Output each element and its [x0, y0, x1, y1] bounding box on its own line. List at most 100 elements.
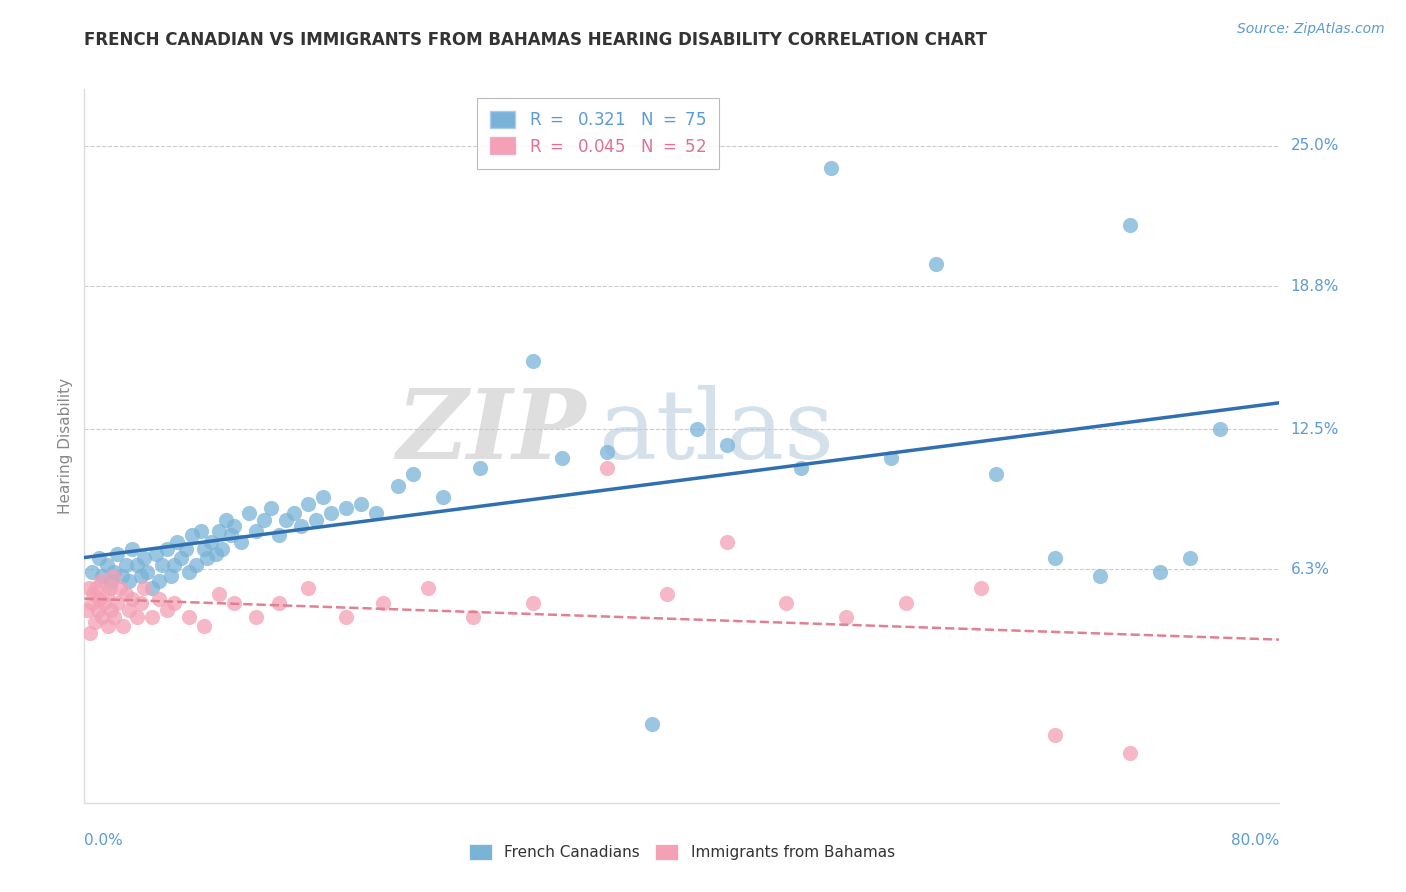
Point — [274, 513, 297, 527]
Point — [98, 581, 121, 595]
Point — [121, 542, 143, 557]
Point — [1045, 551, 1067, 566]
Point — [416, 581, 439, 595]
Point — [100, 603, 122, 617]
Point — [91, 610, 114, 624]
Point — [775, 597, 797, 611]
Point — [163, 558, 186, 572]
Point — [350, 497, 373, 511]
Point — [91, 569, 114, 583]
Point — [136, 565, 159, 579]
Point — [96, 587, 118, 601]
Point — [195, 551, 218, 566]
Point — [551, 451, 574, 466]
Point — [148, 574, 170, 588]
Text: Source: ZipAtlas.com: Source: ZipAtlas.com — [1237, 22, 1385, 37]
Point — [186, 558, 208, 572]
Point — [177, 565, 200, 579]
Text: 0.0%: 0.0% — [84, 833, 124, 848]
Point — [160, 569, 183, 583]
Point — [150, 558, 173, 572]
Point — [103, 610, 125, 624]
Point — [215, 513, 238, 527]
Point — [373, 597, 395, 611]
Point — [1090, 569, 1112, 583]
Point — [193, 619, 215, 633]
Point — [83, 615, 105, 629]
Point — [89, 591, 111, 606]
Point — [335, 501, 357, 516]
Point — [177, 610, 200, 624]
Point — [835, 610, 858, 624]
Point — [155, 603, 177, 617]
Point — [87, 603, 110, 617]
Point — [86, 581, 108, 595]
Point — [222, 519, 245, 533]
Point — [97, 619, 120, 633]
Point — [118, 574, 141, 588]
Point — [208, 587, 231, 601]
Point — [596, 460, 619, 475]
Point — [118, 603, 141, 617]
Point — [238, 506, 260, 520]
Point — [260, 501, 283, 516]
Point — [82, 587, 104, 601]
Point — [305, 513, 328, 527]
Point — [190, 524, 212, 538]
Point — [641, 716, 664, 731]
Point — [193, 542, 215, 557]
Point — [880, 451, 903, 466]
Text: 80.0%: 80.0% — [1232, 833, 1279, 848]
Point — [297, 581, 319, 595]
Text: ZIP: ZIP — [396, 384, 586, 479]
Point — [984, 467, 1007, 482]
Point — [148, 591, 170, 606]
Point — [93, 597, 115, 611]
Point — [402, 467, 425, 482]
Point — [297, 497, 319, 511]
Point — [283, 506, 305, 520]
Point — [129, 597, 152, 611]
Point — [77, 581, 100, 595]
Text: FRENCH CANADIAN VS IMMIGRANTS FROM BAHAMAS HEARING DISABILITY CORRELATION CHART: FRENCH CANADIAN VS IMMIGRANTS FROM BAHAM… — [84, 31, 987, 49]
Point — [76, 603, 98, 617]
Legend: French Canadians, Immigrants from Bahamas: French Canadians, Immigrants from Bahama… — [463, 838, 901, 866]
Point — [132, 551, 156, 566]
Point — [1045, 728, 1067, 742]
Point — [155, 542, 177, 557]
Point — [267, 597, 290, 611]
Point — [253, 513, 276, 527]
Point — [222, 597, 245, 611]
Point — [103, 565, 125, 579]
Text: 12.5%: 12.5% — [1291, 422, 1339, 436]
Point — [790, 460, 813, 475]
Point — [80, 565, 103, 579]
Point — [432, 490, 454, 504]
Point — [145, 547, 167, 561]
Point — [387, 478, 409, 492]
Point — [174, 542, 197, 557]
Point — [1119, 746, 1142, 760]
Point — [79, 626, 101, 640]
Point — [716, 535, 738, 549]
Point — [461, 610, 484, 624]
Point — [211, 542, 233, 557]
Point — [111, 569, 134, 583]
Y-axis label: Hearing Disability: Hearing Disability — [58, 378, 73, 514]
Point — [522, 354, 544, 368]
Point — [80, 597, 103, 611]
Point — [105, 597, 128, 611]
Point — [100, 574, 122, 588]
Point — [231, 535, 253, 549]
Text: atlas: atlas — [599, 384, 834, 479]
Point — [101, 569, 124, 583]
Point — [132, 581, 156, 595]
Point — [470, 460, 492, 475]
Point — [141, 610, 163, 624]
Point — [200, 535, 222, 549]
Point — [112, 619, 135, 633]
Point — [166, 535, 188, 549]
Point — [245, 524, 267, 538]
Point — [319, 506, 342, 520]
Point — [105, 547, 128, 561]
